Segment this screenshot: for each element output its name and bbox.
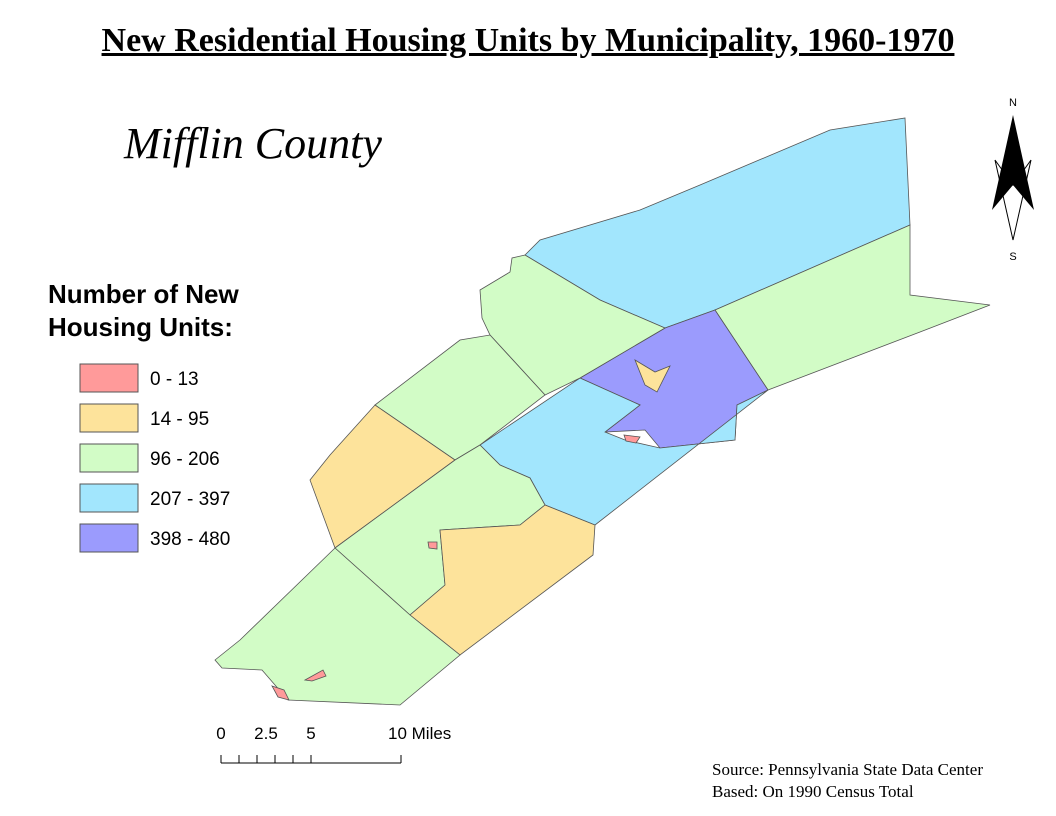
south-label: S — [1009, 251, 1016, 263]
legend-swatch — [79, 443, 139, 473]
municipality — [271, 685, 290, 701]
map-subtitle: Mifflin County — [124, 119, 382, 168]
arrow-half — [992, 115, 1013, 210]
source-line: Based: On 1990 Census Total — [712, 782, 914, 801]
scale-label: 2.5 — [254, 724, 278, 743]
scale-label: 0 — [216, 724, 225, 743]
map-title: New Residential Housing Units by Municip… — [101, 22, 955, 59]
legend-label: 0 - 13 — [150, 369, 199, 390]
county-map — [214, 117, 991, 706]
municipality — [409, 504, 596, 656]
arrow-half — [1013, 115, 1034, 210]
municipality — [623, 434, 641, 444]
municipality — [479, 254, 666, 396]
legend-title: Number of New Housing Units: — [48, 279, 239, 342]
scale-label: 10 Miles — [388, 724, 451, 743]
legend-label: 398 - 480 — [150, 529, 230, 550]
legend-swatch — [79, 363, 139, 393]
legend-swatch — [79, 403, 139, 433]
municipality — [634, 359, 671, 393]
legend-label: 207 - 397 — [150, 489, 230, 510]
legend-swatch — [79, 523, 139, 553]
arrow-outline — [994, 159, 1032, 241]
legend-swatch — [79, 483, 139, 513]
municipality — [309, 404, 456, 549]
north-label: N — [1009, 97, 1017, 109]
legend-label: 96 - 206 — [150, 449, 220, 470]
municipality — [303, 669, 327, 682]
legend: 0 - 13 14 - 95 96 - 206 207 - 397 398 - 480 — [79, 363, 230, 553]
scale-label: 5 — [306, 724, 315, 743]
municipality — [214, 547, 461, 706]
source-line: Source: Pennsylvania State Data Center — [712, 760, 983, 779]
north-arrow: N S — [992, 97, 1034, 263]
municipality — [427, 541, 438, 550]
legend-label: 14 - 95 — [150, 409, 209, 430]
scale-bar: 0 2.5 5 10 Miles — [216, 724, 451, 764]
